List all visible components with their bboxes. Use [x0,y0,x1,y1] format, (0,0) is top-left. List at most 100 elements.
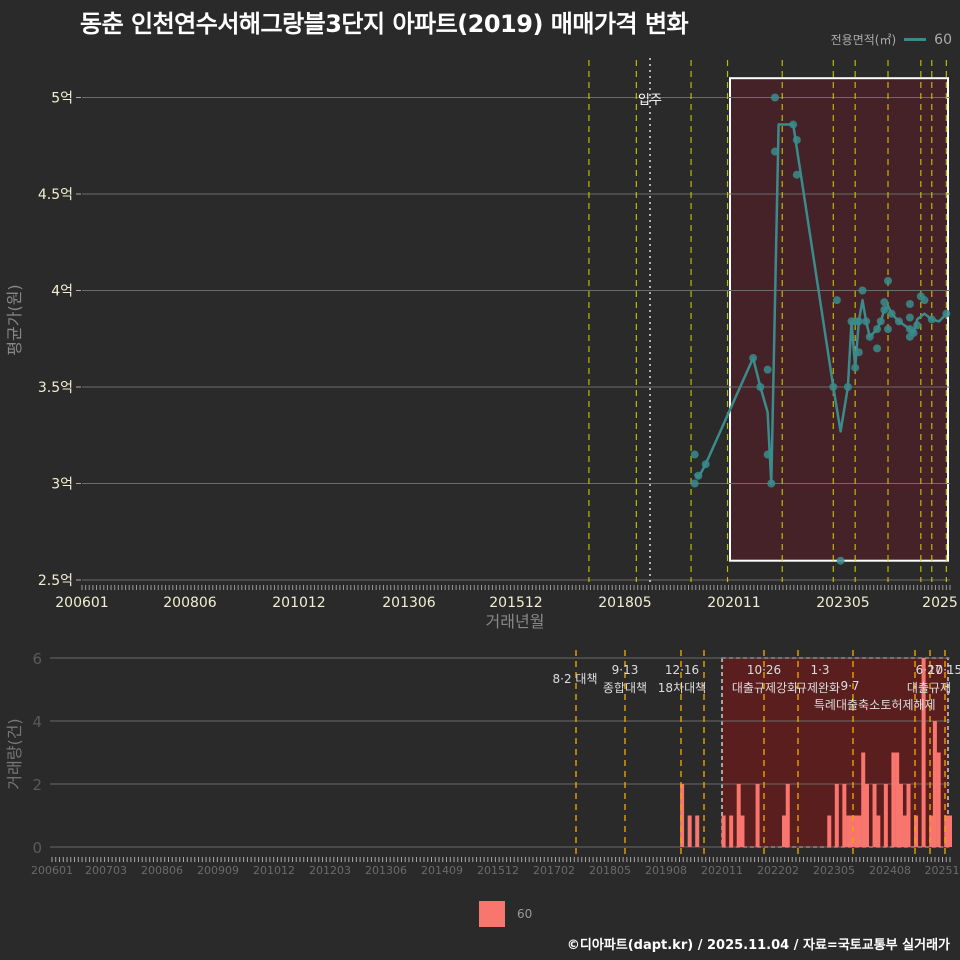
price-point [702,460,710,468]
policy-date-label: 12·16 [665,663,699,677]
price-point [888,310,896,318]
price-point [789,121,797,129]
chart-canvas: 2.5억3억3.5억4억4.5억5억입주20060120080620101220… [0,0,960,960]
policy-date-label: 9·13 [612,663,639,677]
volume-bar [740,816,744,848]
x-tick-label: 20251 [925,864,960,877]
y-axis-title: 평균가(원) [5,284,24,355]
x-tick-label: 200806 [141,864,183,877]
x-tick-label: 201409 [421,864,463,877]
legend-bar-swatch-icon [479,901,505,927]
price-point [877,317,885,325]
volume-bar [854,816,858,848]
x-tick-label: 202011 [707,595,760,611]
policy-date-label: 10·15 [928,663,960,677]
x-tick-label: 201805 [589,864,631,877]
x-tick-label: 202202 [757,864,799,877]
price-point [694,472,702,480]
volume-bar [865,784,869,847]
price-point [942,310,950,318]
volume-bar [842,784,846,847]
price-point [855,317,863,325]
x-tick-label: 201012 [272,595,325,611]
x-tick-label: 200806 [163,595,217,611]
policy-name-label: 토허제해제 [880,698,935,712]
y-tick-label: 3.5억 [38,380,73,396]
price-point [895,317,903,325]
price-point [833,296,841,304]
x-tick-label: 202011 [701,864,743,877]
price-point [844,383,852,391]
policy-name-label: 대출규제 [907,681,951,695]
policy-date-label: 1·3 [810,663,829,677]
volume-bar [906,784,910,847]
policy-name-label: 특례대출축소 [814,698,880,712]
price-point [858,287,866,295]
price-point [749,354,757,362]
y-tick-label: 6 [32,650,42,668]
price-point [771,148,779,156]
volume-bar [891,753,895,848]
x-tick-label: 201203 [309,864,351,877]
volume-chart: 02468·2 대책9·13종합대책12·1618차대책10·26대출규제강화1… [5,650,960,877]
volume-bar [861,753,865,848]
price-point [837,557,845,565]
price-point [906,300,914,308]
volume-bar [722,816,726,848]
volume-bar [933,721,937,847]
price-point [862,317,870,325]
x-tick-label: 201512 [477,864,519,877]
volume-bar [948,816,952,848]
price-point [691,451,699,459]
price-point [866,333,874,341]
legend-label: 60 [517,907,532,921]
policy-date-label: 10·26 [747,663,781,677]
policy-name-label: 18차대책 [658,680,706,695]
price-chart: 2.5억3억3.5억4억4.5억5억입주20060120080620101220… [5,58,958,631]
volume-bar [827,816,831,848]
price-point [851,364,859,372]
x-tick-label: 202408 [869,864,911,877]
policy-name-label: 종합대책 [603,680,647,695]
volume-bar [903,816,907,848]
volume-bar [782,816,786,848]
price-point [767,480,775,488]
price-point [920,296,928,304]
policy-name-label: 규제완화 [796,681,840,695]
price-point [764,451,772,459]
price-point [880,298,888,306]
volume-bar [729,816,733,848]
x-tick-label: 201306 [365,864,407,877]
volume-bar [884,784,888,847]
y-tick-label: 0 [32,839,42,857]
x-tick-label: 200601 [31,864,73,877]
price-point [793,136,801,144]
occupancy-label: 입주 [638,93,662,108]
x-tick-label: 200909 [197,864,239,877]
volume-bar [756,784,760,847]
x-tick-label: 201908 [645,864,687,877]
volume-bar [835,784,839,847]
x-tick-label: 202305 [816,595,869,611]
x-axis-title: 거래년월 [486,612,545,631]
y-tick-label: 4 [32,713,42,731]
price-point [756,383,764,391]
policy-name-label: 대출규제강화 [732,681,798,695]
y-tick-label: 2.5억 [38,573,73,589]
price-point [910,329,918,337]
price-point [884,325,892,333]
price-point [873,344,881,352]
volume-bar [895,753,899,848]
y-tick-label: 4.5억 [38,187,73,203]
price-point [906,314,914,322]
volume-bar [846,816,850,848]
price-point [771,94,779,102]
volume-bar [937,753,941,848]
price-point [884,277,892,285]
price-point [764,366,772,374]
volume-bar [695,816,699,848]
volume-bar [737,784,741,847]
price-point [855,348,863,356]
x-tick-label: 201306 [382,595,436,611]
volume-bar [873,784,877,847]
